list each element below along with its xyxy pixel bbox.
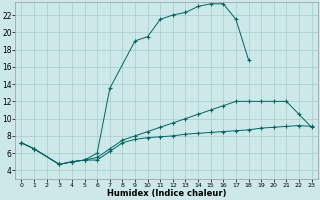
- X-axis label: Humidex (Indice chaleur): Humidex (Indice chaleur): [107, 189, 226, 198]
